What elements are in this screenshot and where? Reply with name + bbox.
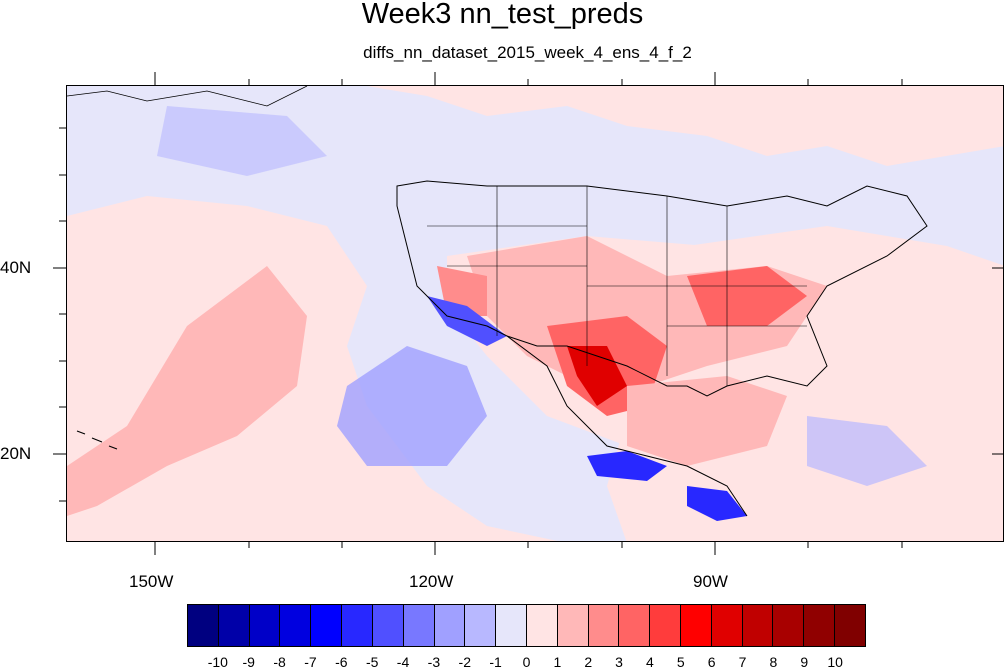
- colorbar-label: -10: [207, 654, 228, 670]
- field-blue-north: [157, 106, 327, 176]
- colorbar-box: [681, 605, 712, 646]
- colorbar-box: [465, 605, 497, 646]
- field-red-ohio-valley: [687, 266, 807, 326]
- map-panel: [66, 85, 1004, 542]
- colorbar-label: -1: [489, 654, 502, 670]
- colorbar-label: 1: [553, 654, 562, 670]
- colorbar-label: 8: [769, 654, 778, 670]
- coastline-alaska: [67, 86, 308, 107]
- colorbar-box: [496, 605, 527, 646]
- colorbar-label: 5: [676, 654, 685, 670]
- field-pink-gulf: [627, 376, 787, 466]
- lat-label-40n: 40N: [0, 258, 32, 277]
- field-light-pink-north: [67, 86, 1003, 166]
- colorbar-box: [403, 605, 435, 646]
- colorbar-box: [711, 605, 743, 646]
- field-blue-mexico: [587, 451, 667, 481]
- colorbar-label: 6: [707, 654, 716, 670]
- colorbar-box: [311, 605, 343, 646]
- lon-label-120w: 120W: [409, 572, 454, 591]
- coastline-north-america: [396, 180, 928, 397]
- colorbar-label: -8: [273, 654, 286, 670]
- colorbar-box: [619, 605, 651, 646]
- colorbar-box: [280, 605, 312, 646]
- colorbar-label: -4: [396, 654, 410, 670]
- colorbar-label: 9: [800, 654, 809, 670]
- field-blue-pacific: [337, 346, 487, 466]
- field-blue-east: [807, 416, 927, 486]
- colorbar-box: [526, 605, 558, 646]
- colorbar-box: [342, 605, 373, 646]
- colorbar-label: -9: [242, 654, 255, 670]
- colorbar-label: 4: [646, 654, 654, 670]
- lon-label-90w: 90W: [693, 572, 728, 591]
- field-blue-central-america: [687, 486, 747, 521]
- state-borders: [427, 186, 807, 386]
- colorbar-box: [434, 605, 466, 646]
- colorbar-box: [372, 605, 404, 646]
- field-pink-pacific-band: [67, 266, 307, 516]
- colorbar-label: 3: [615, 654, 623, 670]
- colorbar-box: [742, 605, 774, 646]
- colorbar-label: 2: [584, 654, 593, 670]
- colorbar-label: 7: [738, 654, 747, 670]
- plot-title: Week3 nn_test_preds: [361, 0, 644, 30]
- colorbar-box: [650, 605, 681, 646]
- colorbar-box: [773, 605, 805, 646]
- colorbar-box: [557, 605, 589, 646]
- colorbar-label: -2: [458, 654, 471, 670]
- colorbar-box: [218, 605, 250, 646]
- plot-subtitle: diffs_nn_dataset_2015_week_4_ens_4_f_2: [363, 43, 692, 62]
- colorbar-label: -6: [335, 654, 348, 670]
- colorbar-box: [588, 605, 620, 646]
- colorbar-label: -3: [427, 654, 441, 670]
- colorbar-label: -5: [365, 654, 379, 670]
- colorbar-label: 10: [827, 654, 843, 670]
- coastline-hawaii: [76, 430, 118, 450]
- colorbar: [187, 604, 866, 647]
- colorbar-box: [249, 605, 281, 646]
- colorbar-box: [188, 605, 219, 646]
- lon-label-150w: 150W: [129, 572, 174, 591]
- colorbar-label: -7: [304, 654, 317, 670]
- map-field: [67, 86, 1003, 541]
- colorbar-box: [804, 605, 836, 646]
- lat-label-20n: 20N: [0, 444, 32, 463]
- coastline-mexico: [506, 335, 748, 517]
- colorbar-box: [835, 605, 865, 646]
- colorbar-label: 0: [522, 654, 531, 670]
